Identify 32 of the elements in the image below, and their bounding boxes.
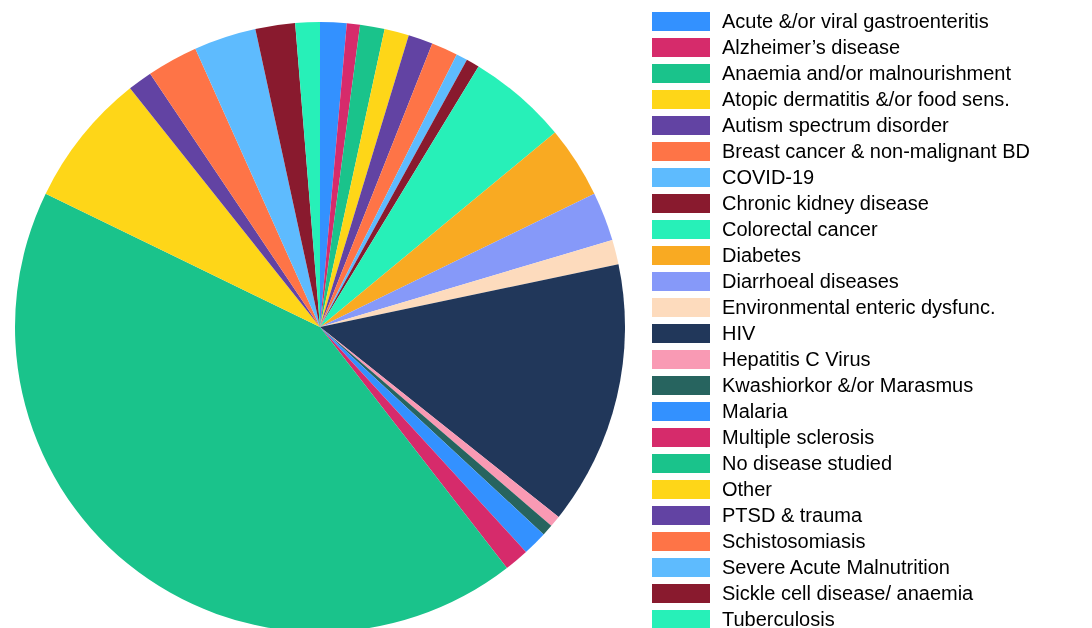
legend-label: Alzheimer’s disease — [722, 35, 901, 59]
pie-slice — [320, 264, 625, 517]
legend-label: Colorectal cancer — [722, 217, 878, 241]
legend-label: Atopic dermatitis &/or food sens. — [722, 87, 1010, 111]
pie-slice — [195, 28, 320, 327]
legend-label: Hepatitis C Virus — [722, 347, 871, 371]
legend-label: Acute &/or viral gastroenteritis — [722, 9, 989, 33]
pie-slice — [320, 66, 556, 327]
legend-label: Severe Acute Malnutrition — [722, 555, 950, 579]
pie-slice — [320, 132, 595, 327]
legend-label: Other — [722, 477, 773, 501]
pie-slice — [320, 193, 613, 327]
legend-label: Malaria — [722, 399, 788, 423]
legend-label: Environmental enteric dysfunc. — [722, 295, 996, 319]
legend-label: HIV — [722, 321, 756, 345]
legend-label: Chronic kidney disease — [722, 191, 929, 215]
pie-slice — [150, 48, 320, 327]
legend-label: Anaemia and/or malnourishment — [722, 61, 1012, 85]
legend-label: Kwashiorkor &/or Marasmus — [722, 373, 974, 397]
pie-slice — [320, 24, 385, 327]
legend-label: Autism spectrum disorder — [722, 113, 949, 137]
legend-label: No disease studied — [722, 451, 893, 475]
legend-label: COVID-19 — [722, 165, 815, 189]
legend-label: Sickle cell disease/ anaemia — [722, 581, 974, 605]
legend-label: Diarrhoeal diseases — [722, 269, 899, 293]
legend-label: Multiple sclerosis — [722, 425, 875, 449]
legend-label: Tuberculosis — [722, 607, 835, 628]
pie-slice — [45, 88, 320, 327]
legend-label: Diabetes — [722, 243, 801, 267]
legend-label: PTSD & trauma — [722, 503, 863, 527]
legend-label: Breast cancer & non-malignant BD — [722, 139, 1030, 163]
legend-label: Schistosomiasis — [722, 529, 866, 553]
